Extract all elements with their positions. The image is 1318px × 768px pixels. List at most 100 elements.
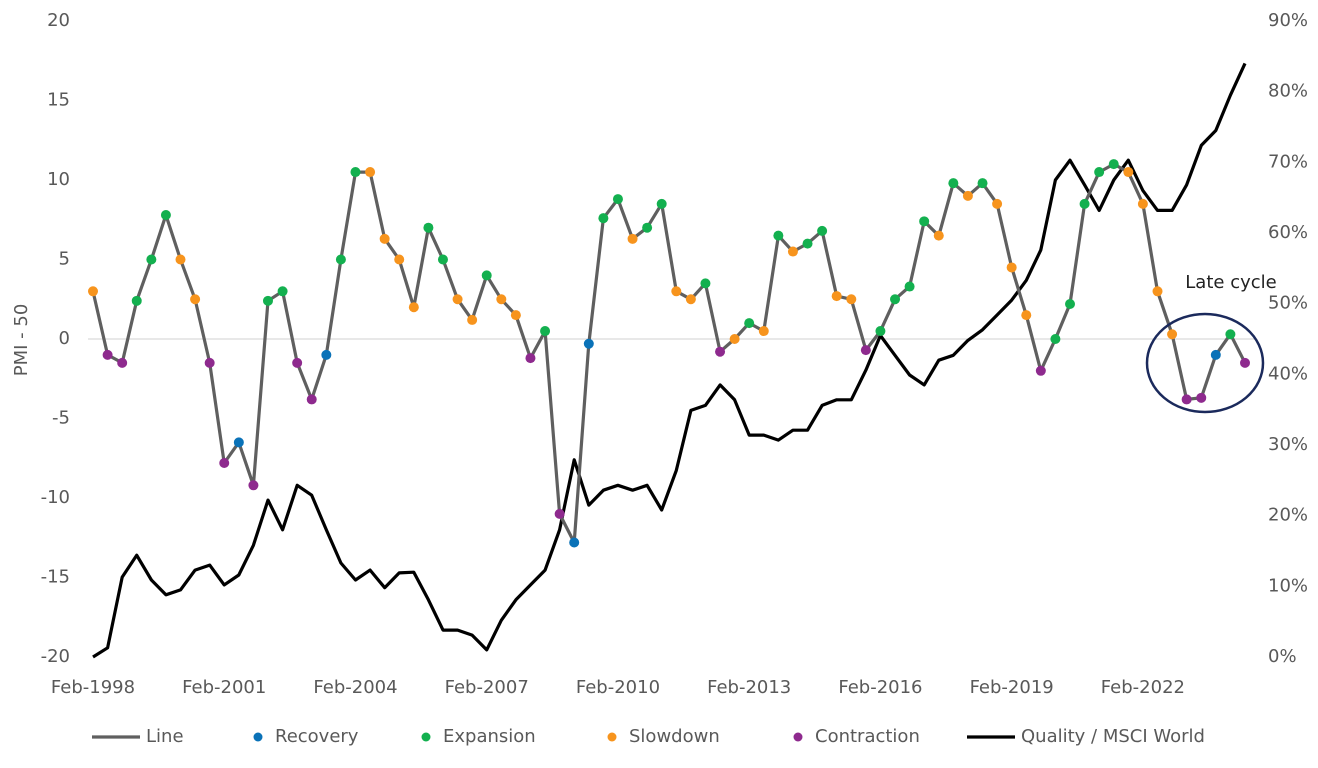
phase-dot xyxy=(875,326,886,337)
x-tick-label: Feb-2004 xyxy=(313,677,397,698)
y-tick-label: -15 xyxy=(41,567,70,588)
phase-dot xyxy=(335,254,346,265)
phase-dot xyxy=(1108,159,1119,170)
phase-dot xyxy=(117,357,128,368)
legend-label: Line xyxy=(146,726,184,747)
phase-dot xyxy=(554,508,565,519)
phase-dot xyxy=(408,302,419,313)
phase-dot xyxy=(1123,167,1134,178)
phase-dot xyxy=(627,233,638,244)
y2-tick-label: 30% xyxy=(1268,434,1308,455)
phase-dot xyxy=(467,314,478,325)
phase-dot xyxy=(685,294,696,305)
phase-dot xyxy=(1035,365,1046,376)
phase-dot xyxy=(365,167,376,178)
y-axis-label: PMI - 50 xyxy=(11,304,32,377)
phase-dot xyxy=(977,178,988,189)
y2-tick-label: 50% xyxy=(1268,293,1308,314)
phase-dot xyxy=(948,178,959,189)
y-tick-label: 20 xyxy=(47,10,70,31)
phase-dot xyxy=(642,222,653,233)
phase-dot xyxy=(744,318,755,329)
legend-label: Contraction xyxy=(815,726,920,747)
phase-dot xyxy=(787,246,798,257)
phase-dot xyxy=(1065,299,1076,310)
phase-dot xyxy=(1079,198,1090,209)
y-tick-label: 5 xyxy=(59,249,70,270)
y-tick-label: 15 xyxy=(47,90,70,111)
phase-dot xyxy=(452,294,463,305)
phase-dot xyxy=(962,190,973,201)
y2-tick-label: 80% xyxy=(1268,81,1308,102)
phase-dot xyxy=(88,286,98,297)
x-tick-label: Feb-2022 xyxy=(1101,677,1185,698)
phase-dot xyxy=(481,270,492,281)
annotation: Late cycle xyxy=(1185,272,1276,293)
x-tick-label: Feb-2007 xyxy=(445,677,529,698)
phase-dot xyxy=(394,254,405,265)
phase-dot xyxy=(700,278,711,289)
legend-label: Slowdown xyxy=(629,726,720,747)
phase-dot xyxy=(860,345,871,356)
phase-dot xyxy=(306,394,317,405)
phase-dot xyxy=(890,294,901,305)
y-tick-label: -20 xyxy=(41,646,70,667)
phase-dot xyxy=(277,286,288,297)
phase-dot xyxy=(437,254,448,265)
phase-dot xyxy=(102,349,113,360)
y-tick-label: 0 xyxy=(59,328,70,349)
y-tick-label: 10 xyxy=(47,169,70,190)
phase-dot xyxy=(773,230,784,241)
phase-dot xyxy=(540,326,551,337)
y2-tick-label: 10% xyxy=(1268,575,1308,596)
phase-dot xyxy=(160,209,171,220)
phase-dot xyxy=(1094,167,1105,178)
phase-dot xyxy=(423,222,434,233)
x-tick-label: Feb-2016 xyxy=(838,677,922,698)
y-tick-label: -5 xyxy=(52,408,70,429)
phase-dot xyxy=(510,310,521,321)
x-tick-label: Feb-2010 xyxy=(576,677,660,698)
x-tick-label: Feb-2013 xyxy=(707,677,791,698)
y2-tick-label: 20% xyxy=(1268,505,1308,526)
phase-dot xyxy=(846,294,857,305)
phase-dot xyxy=(904,281,915,292)
phase-dot xyxy=(1225,329,1236,340)
phase-dot xyxy=(1196,392,1207,403)
legend-swatch xyxy=(793,732,803,742)
y2-tick-label: 60% xyxy=(1268,222,1308,243)
phase-dot xyxy=(1006,262,1017,273)
legend-swatch xyxy=(421,732,431,742)
legend-label: Expansion xyxy=(443,726,536,747)
y2-tick-label: 90% xyxy=(1268,10,1308,31)
phase-dot xyxy=(802,238,813,249)
phase-dot xyxy=(321,349,332,360)
phase-dot xyxy=(569,537,580,548)
phase-dot xyxy=(715,346,726,357)
phase-dot xyxy=(131,295,142,306)
phase-dot xyxy=(262,295,273,306)
phase-dot xyxy=(379,233,390,244)
phase-dot xyxy=(671,286,682,297)
x-tick-label: Feb-2019 xyxy=(970,677,1054,698)
legend-swatch xyxy=(253,732,263,742)
legend-label: Recovery xyxy=(275,726,359,747)
phase-dot xyxy=(1210,349,1221,360)
phase-dot xyxy=(933,230,944,241)
phase-dot xyxy=(190,294,201,305)
phase-dot xyxy=(1021,310,1032,321)
phase-dot xyxy=(219,458,230,469)
x-tick-label: Feb-2001 xyxy=(182,677,266,698)
phase-dot xyxy=(350,167,361,178)
phase-dot xyxy=(1137,198,1148,209)
phase-dot xyxy=(1152,286,1163,297)
phase-dot xyxy=(292,357,303,368)
phase-dot xyxy=(992,198,1003,209)
phase-dot xyxy=(204,357,215,368)
phase-dot xyxy=(831,291,842,302)
y2-tick-label: 70% xyxy=(1268,151,1308,172)
phase-dot xyxy=(175,254,186,265)
phase-dot xyxy=(758,326,769,337)
y-tick-label: -10 xyxy=(41,487,70,508)
quality-line xyxy=(92,62,1247,659)
